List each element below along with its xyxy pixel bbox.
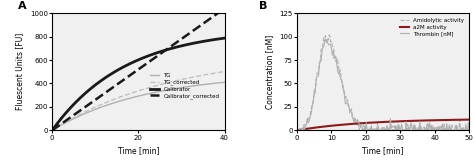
Legend: Amidolytic activity, a2M activity, Thrombin [nM]: Amidolytic activity, a2M activity, Throm… [398,16,466,38]
Text: B: B [259,0,267,11]
Y-axis label: Concentration [nM]: Concentration [nM] [264,35,273,109]
Text: A: A [18,0,26,11]
X-axis label: Time [min]: Time [min] [362,146,404,155]
X-axis label: Time [min]: Time [min] [118,146,159,155]
Y-axis label: Fluescent Units [FU]: Fluescent Units [FU] [16,33,25,110]
Legend: TG, TG_corrected, Calibrator, Calibrator_corrected: TG, TG_corrected, Calibrator, Calibrator… [148,71,222,101]
